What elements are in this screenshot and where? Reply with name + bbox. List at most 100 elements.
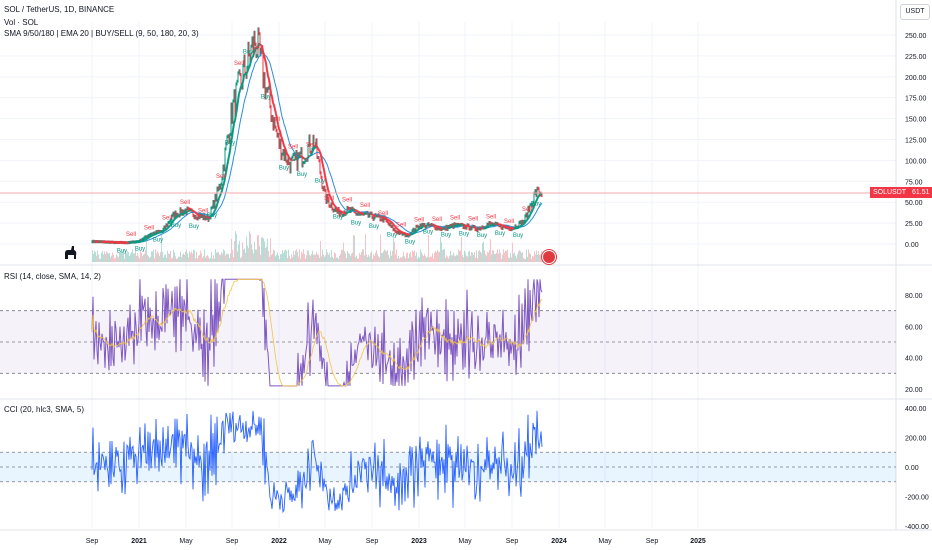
price-tick-label: 75.00 [905, 179, 923, 186]
volume-bar [380, 234, 381, 262]
volume-bar [486, 255, 487, 262]
volume-bar [472, 252, 473, 262]
sma-line-segment [302, 156, 305, 160]
volume-bar [387, 250, 388, 262]
buy-signal-label: Buy [261, 95, 271, 101]
volume-bar [122, 251, 123, 262]
volume-bar [476, 250, 477, 262]
sma-line-segment [221, 185, 224, 191]
price-tick-label: 100.00 [905, 158, 927, 165]
sma-line-segment [266, 69, 269, 77]
sma-line-segment [177, 214, 180, 217]
volume-bar [403, 251, 404, 262]
volume-bar [292, 257, 293, 262]
sma-line-segment [212, 211, 215, 215]
volume-bar [504, 252, 505, 262]
volume-bar [499, 249, 500, 262]
sma-line-segment [386, 218, 389, 221]
volume-bar [112, 252, 113, 262]
pane-separators [0, 0, 932, 531]
volume-bar [312, 250, 313, 262]
volume-bar [484, 250, 485, 262]
us-flag-icon[interactable] [542, 250, 556, 264]
volume-bar [191, 251, 192, 262]
sma-line-segment [196, 213, 199, 216]
volume-bar [446, 255, 447, 262]
sma-line-segment [354, 208, 357, 212]
price-tag-symbol: SOLUSDT [873, 189, 907, 196]
volume-legend[interactable]: Vol · SOL [4, 18, 39, 27]
volume-bar [166, 257, 167, 262]
sma-line-segment [530, 210, 533, 214]
volume-bar [176, 258, 177, 262]
volume-bar [397, 258, 398, 262]
volume-bar [465, 252, 466, 262]
volume-bar [174, 252, 175, 262]
buy-signal-label: Buy [315, 179, 325, 185]
sma-line-segment [391, 221, 394, 225]
sma-line-segment [520, 224, 523, 227]
volume-bar [477, 258, 478, 262]
sma-line-segment [227, 156, 230, 162]
volume-bar [440, 236, 441, 262]
volume-bar [456, 254, 457, 262]
volume-bar [301, 251, 302, 262]
volume-bar [348, 253, 349, 262]
volume-bar [470, 255, 471, 262]
volume-bar [118, 256, 119, 262]
currency-button[interactable]: USDT [900, 4, 930, 20]
volume-bar [127, 251, 128, 262]
volume-bar [195, 258, 196, 262]
volume-bar [524, 258, 525, 262]
volume-bar [532, 255, 533, 262]
volume-bar [327, 252, 328, 262]
sma-line-segment [384, 216, 387, 220]
volume-bar [179, 256, 180, 262]
sma-line-segment [416, 229, 419, 232]
volume-bar [160, 252, 161, 262]
ma-legend[interactable]: SMA 9/50/180 | EMA 20 | BUY/SELL (9, 50,… [4, 29, 199, 38]
volume-bar [506, 251, 507, 262]
rsi-legend[interactable]: RSI (14, close, SMA, 14, 2) [4, 272, 101, 281]
volume-bar [272, 253, 273, 262]
volume-bar [170, 250, 171, 262]
volume-bar [474, 252, 475, 262]
sma-line-segment [310, 152, 313, 156]
volume-bar [157, 251, 158, 262]
sma-line-segment [250, 57, 253, 61]
volume-bar [221, 252, 222, 262]
sma-line-segment [170, 222, 173, 225]
volume-bar [419, 257, 420, 262]
sma-line-segment [280, 135, 283, 139]
volume-bar [330, 257, 331, 262]
price-tick-label: 225.00 [905, 54, 927, 61]
sma-line-segment [392, 223, 395, 226]
volume-bar [349, 254, 350, 262]
sma-line-segment [289, 158, 292, 161]
sma-line-segment [241, 81, 244, 86]
symbol-title[interactable]: SOL / TetherUS, 1D, BINANCE [4, 5, 115, 14]
volume-bar [182, 254, 183, 262]
sma-line-segment [398, 229, 401, 232]
volume-bar [341, 249, 342, 262]
volume-bar [514, 252, 515, 262]
volume-bar [302, 253, 303, 262]
volume-bar [214, 258, 215, 262]
volume-bar [277, 252, 278, 262]
sma-line-segment [233, 120, 236, 124]
time-tick-label: Sep [366, 538, 379, 545]
cci-legend[interactable]: CCI (20, hlc3, SMA, 5) [4, 405, 85, 414]
price-tick-label: 0.00 [905, 242, 919, 249]
volume-bar [261, 237, 262, 262]
sma-line-segment [194, 211, 197, 214]
tradingview-logo-icon[interactable] [62, 243, 80, 261]
price-tick-label: 150.00 [905, 117, 927, 124]
volume-bar [463, 257, 464, 262]
time-tick-label: 2024 [551, 538, 567, 545]
volume-bar [256, 249, 257, 262]
sma-line-segment [338, 209, 341, 212]
volume-bar [401, 257, 402, 262]
volume-bar [161, 234, 162, 262]
sma-line-segment [475, 226, 478, 230]
